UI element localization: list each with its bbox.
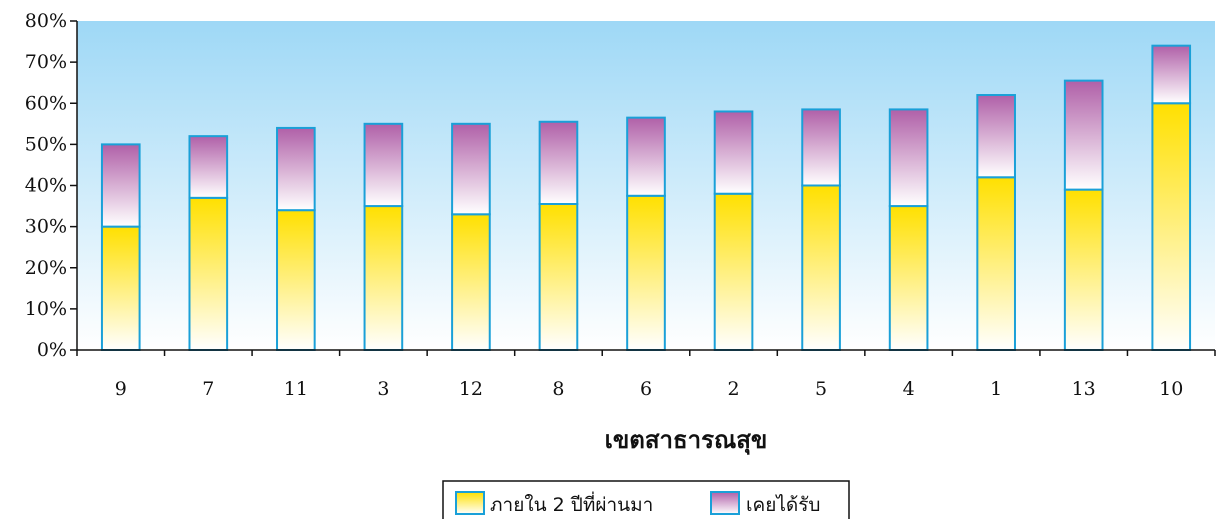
x-tick-label: 10 [1159,378,1183,400]
y-tick-label: 0% [37,339,67,361]
bar-series-2 [713,110,754,195]
legend: ภายใน 2 ปีที่ผ่านมา เคยได้รับ [442,480,850,519]
bar-series-2 [801,108,841,187]
legend-label-series-1: ภายใน 2 ปีที่ผ่านมา [490,491,653,516]
x-tick-label: 13 [1072,378,1096,400]
x-tick-label: 3 [377,378,389,400]
bar-series-2 [888,108,929,208]
x-tick-label: 2 [727,378,739,400]
x-tick-label: 11 [284,378,308,400]
y-axis: 0% 10% 20% 30% 40% 50% 60% 70% 80% [25,10,78,361]
bar-series-1 [188,196,229,351]
legend-swatch-series-1 [455,491,485,515]
bar-series-1 [363,205,404,351]
x-tick-label: 6 [640,378,652,400]
legend-box [442,480,850,519]
x-axis: 9 7 11 3 12 8 6 2 5 4 1 13 10 [76,349,1216,400]
legend-swatch-series-2 [710,491,740,515]
bar-series-2 [976,94,1016,179]
x-tick-label: 12 [459,378,483,400]
bar-series-2 [276,126,316,212]
bar-series-2 [188,135,229,199]
legend-label-series-2: เคยได้รับ [746,494,821,516]
y-tick-label: 40% [25,175,67,197]
y-tick-label: 10% [25,298,67,320]
bar-series-1 [538,203,579,351]
y-tick-label: 50% [25,133,67,155]
bar-series-2 [1063,79,1104,191]
bar-series-1 [100,225,141,351]
y-tick-label: 80% [25,10,67,32]
bar-series-1 [626,194,666,351]
bar-series-1 [1063,188,1104,351]
x-tick-label: 8 [552,378,564,400]
bar-series-2 [363,122,404,208]
x-axis-title: เขตสาธารณสุข [605,426,768,456]
bar-series-1 [1151,102,1192,351]
bar-series-1 [801,184,841,351]
y-tick-label: 70% [25,51,67,73]
bar-series-2 [538,120,579,206]
x-tick-label: 5 [815,378,827,400]
bar-series-1 [888,205,929,351]
bar-series-2 [1151,44,1192,105]
bars [100,44,1192,351]
bar-series-1 [276,209,316,351]
bar-series-1 [976,176,1016,351]
y-tick-label: 20% [25,257,67,279]
bar-series-2 [626,116,666,197]
y-tick-label: 60% [25,92,67,114]
bar-series-2 [451,122,491,216]
bar-series-1 [451,213,491,351]
bar-series-2 [100,143,141,228]
x-tick-label: 9 [115,378,127,400]
x-tick-label: 4 [903,378,915,400]
x-tick-label: 1 [990,378,1002,400]
bar-series-1 [713,192,754,351]
y-tick-label: 30% [25,216,67,238]
x-tick-label: 7 [202,378,214,400]
